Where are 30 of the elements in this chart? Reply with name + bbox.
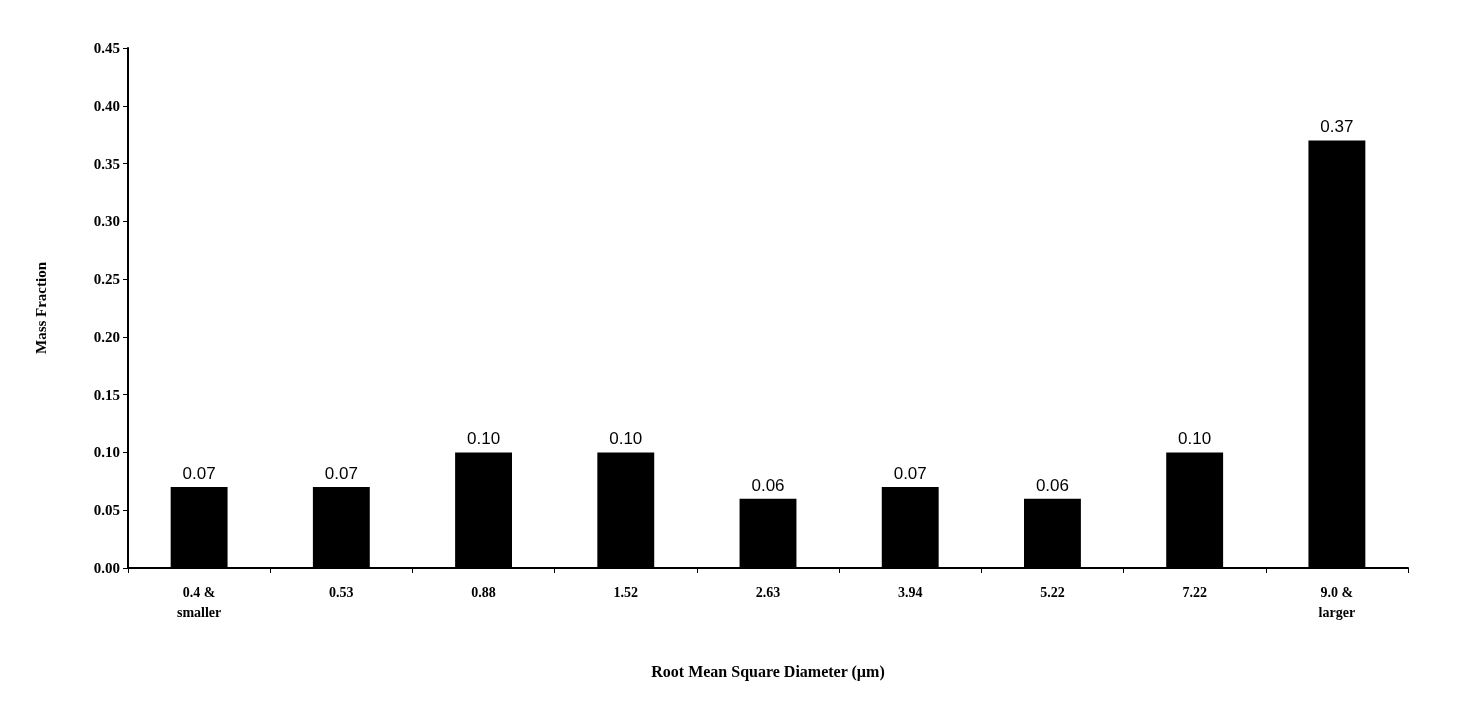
y-tick-label: 0.25 — [93, 271, 120, 288]
y-tick-label: 0.05 — [93, 502, 120, 519]
x-tick-label: 3.94 — [897, 584, 923, 600]
data-label: 0.07 — [893, 464, 927, 484]
x-tick-label: 5.22 — [1040, 584, 1065, 600]
y-tick-label: 0.45 — [93, 40, 120, 56]
data-label: 0.37 — [1320, 117, 1354, 137]
data-label: 0.06 — [1035, 475, 1069, 495]
y-tick-label: 0.40 — [93, 97, 120, 114]
x-tick-label: 9.0 & larger — [1318, 584, 1356, 620]
y-tick-label: 0.30 — [93, 213, 120, 230]
y-tick-label: 0.00 — [93, 560, 120, 576]
data-label: 0.10 — [1178, 429, 1212, 449]
y-axis-title: Mass Fraction — [32, 261, 49, 355]
x-tick-label: 7.22 — [1182, 584, 1207, 600]
data-label: 0.06 — [751, 475, 785, 495]
y-tick-label: 0.20 — [93, 328, 120, 345]
x-tick-label: 2.63 — [755, 584, 781, 600]
data-label: 0.07 — [182, 464, 216, 484]
y-tick-label: 0.15 — [93, 386, 120, 403]
data-label: 0.10 — [609, 429, 643, 449]
y-tick-label: 0.10 — [93, 444, 120, 461]
y-tick-label: 0.35 — [93, 155, 120, 172]
x-tick-label: 0.88 — [471, 584, 496, 600]
data-label: 0.07 — [324, 464, 358, 484]
x-axis-title: Root Mean Square Diameter (µm) — [651, 662, 885, 681]
x-tick-label: 0.4 & smaller — [176, 584, 222, 620]
x-tick-label: 0.53 — [329, 584, 354, 600]
x-tick-label: 1.52 — [613, 584, 639, 600]
data-label: 0.10 — [467, 429, 501, 449]
